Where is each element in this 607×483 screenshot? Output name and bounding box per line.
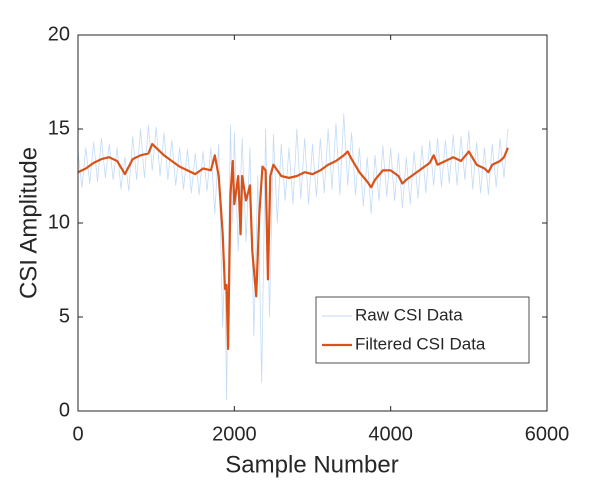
legend-label: Filtered CSI Data <box>355 334 486 353</box>
x-tick-label: 6000 <box>525 423 570 445</box>
x-tick-label: 2000 <box>212 423 257 445</box>
y-tick-label: 15 <box>48 117 70 139</box>
legend: Raw CSI Data Filtered CSI Data <box>315 296 530 364</box>
data-line <box>77 142 509 351</box>
x-tick-label: 4000 <box>368 423 413 445</box>
legend-label: Raw CSI Data <box>355 305 463 324</box>
x-tick-label: 0 <box>72 423 83 445</box>
y-axis-label: CSI Amplitude <box>15 147 42 299</box>
y-tick-label: 5 <box>59 305 70 327</box>
data-line <box>77 113 509 401</box>
y-tick-label: 10 <box>48 211 70 233</box>
y-tick-label: 0 <box>59 399 70 421</box>
y-tick-label: 20 <box>48 23 70 45</box>
legend-box <box>315 296 530 364</box>
x-axis-label: Sample Number <box>225 451 398 478</box>
